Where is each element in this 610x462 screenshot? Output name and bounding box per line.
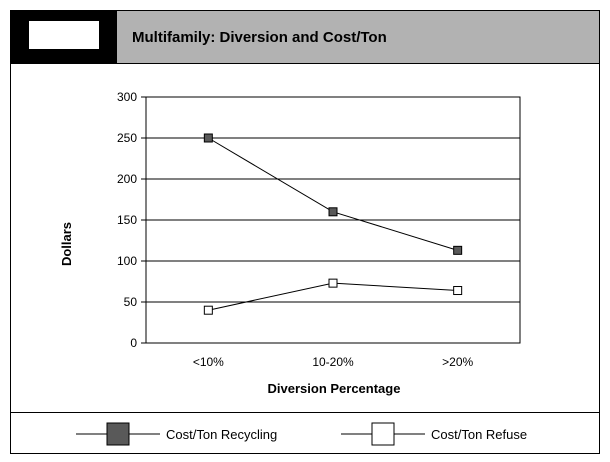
series-1-point [328,278,338,288]
y-tick-label: 200 [117,172,137,186]
series-0-point [203,133,213,143]
grid-layer [145,96,521,344]
y-tick-label: 150 [117,213,137,227]
legend-swatch-recycling [76,422,160,446]
x-tick-label: >20% [442,355,473,369]
y-axis-label: Dollars [59,222,74,266]
legend-label-recycling: Cost/Ton Recycling [166,426,278,442]
header-black-block [11,11,117,63]
y-tick-label: 50 [124,295,138,309]
series-0-point [328,207,338,217]
series-line-0 [208,137,458,251]
legend: Cost/Ton Recycling Cost/Ton Refuse [11,412,599,455]
legend-label-refuse: Cost/Ton Refuse [431,426,528,442]
series-1-point [203,305,213,315]
series-1-point [453,286,463,296]
axis-layer: 0 50 100 150 200 250 300 <10% 10-20% >20% [117,90,474,369]
series-layer [203,133,463,315]
chart-frame: Multifamily: Diversion and Cost/Ton 0 50 1… [10,10,600,454]
header-white-box [29,21,99,49]
x-axis-label: Diversion Percentage [268,381,401,396]
x-tick-label: <10% [193,355,224,369]
chart-title: Multifamily: Diversion and Cost/Ton [132,28,387,46]
legend-item-recycling: Cost/Ton Recycling [76,413,277,455]
chart-header: Multifamily: Diversion and Cost/Ton [11,11,599,64]
header-title-bar: Multifamily: Diversion and Cost/Ton [117,11,599,63]
x-tick-label: 10-20% [312,355,354,369]
series-0-point [453,245,463,255]
plot-area: 0 50 100 150 200 250 300 <10% 10-20% >20% Dollars… [59,90,521,396]
y-tick-label: 0 [130,336,137,350]
y-tick-label: 250 [117,131,137,145]
y-tick-label: 300 [117,90,137,104]
legend-item-refuse: Cost/Ton Refuse [341,413,527,455]
y-tick-label: 100 [117,254,137,268]
legend-swatch-refuse [341,422,425,446]
